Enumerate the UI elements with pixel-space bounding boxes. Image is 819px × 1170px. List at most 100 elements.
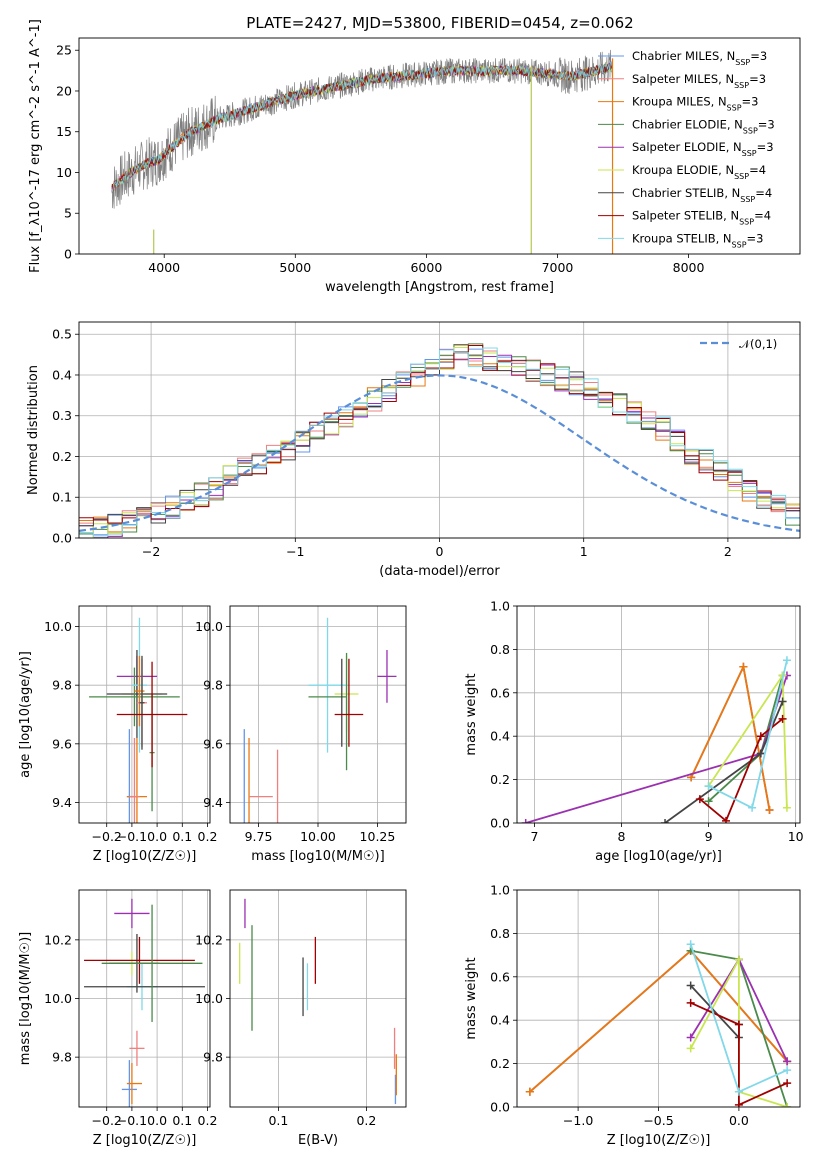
legend-label: Chabrier STELIB, NSSP=4 xyxy=(632,186,772,204)
plot-area-age-vs-mass xyxy=(243,617,397,823)
x-tick-label: 9.75 xyxy=(245,829,273,844)
histogram-series-8 xyxy=(79,347,800,537)
weight-marker xyxy=(783,1066,792,1075)
plot-area-residuals xyxy=(79,343,800,538)
errorbar-point xyxy=(89,667,180,727)
y-axis-label: age [log10(age/yr)] xyxy=(18,651,33,778)
y-tick-label: 10.2 xyxy=(195,932,223,947)
weight-marker xyxy=(782,656,791,665)
x-tick-label: −0.1 xyxy=(117,829,147,844)
y-tick-label: 0.4 xyxy=(52,367,72,382)
x-tick-label: 4000 xyxy=(148,260,180,275)
panel-age-vs-Z: −0.2−0.1 0.0 0.1 0.2 9.4 9.6 9.8 10.0 Z [log10(Z… xyxy=(18,605,218,864)
x-tick-label: −1 xyxy=(286,544,304,559)
x-tick-label: 7000 xyxy=(542,260,574,275)
axes-frame xyxy=(78,321,801,539)
x-axis-label: Z [log10(Z/Z☉)] xyxy=(607,1133,711,1148)
x-tick-label: 0.0 xyxy=(147,1113,167,1128)
errorbar-point xyxy=(106,649,168,738)
y-tick-label: 10 xyxy=(56,165,72,180)
weight-marker xyxy=(686,1044,695,1053)
weight-line-4 xyxy=(525,675,788,823)
y-tick-label: 9.8 xyxy=(52,1050,72,1065)
y-tick-label: 5 xyxy=(64,206,72,221)
panel-age-vs-mass: 9.75 10.00 10.25 9.4 9.6 9.8 10.0 mass [log10(M… xyxy=(195,605,407,864)
weight-marker xyxy=(783,1079,792,1088)
weight-marker xyxy=(686,1033,695,1042)
weight-marker xyxy=(721,816,730,823)
y-tick-label: 0.3 xyxy=(52,408,72,423)
y-tick-label: 0 xyxy=(64,247,72,262)
weight-marker xyxy=(783,1057,792,1066)
x-tick-label: 0.1 xyxy=(172,829,192,844)
y-tick-label: 0.2 xyxy=(490,772,510,787)
panel-weight-vs-age: 7 8 9 10 0.0 0.2 0.4 0.6 0.8 1.0 age [log10(age/yr… xyxy=(464,599,804,865)
weight-marker xyxy=(704,797,713,806)
weight-line-2 xyxy=(690,663,771,811)
weight-marker xyxy=(734,1100,743,1107)
y-tick-label: 9.8 xyxy=(203,1050,223,1065)
x-tick-label: −0.5 xyxy=(643,1113,673,1128)
x-tick-label: 1 xyxy=(580,544,588,559)
y-tick-label: 9.4 xyxy=(52,795,72,810)
weight-marker xyxy=(521,819,530,823)
y-tick-label: 0.6 xyxy=(490,685,510,700)
x-tick-label: 0.1 xyxy=(268,1113,288,1128)
weight-marker xyxy=(686,981,695,990)
y-axis-label: mass [log10(M/M☉)] xyxy=(18,932,33,1065)
y-axis-label: Flux [f_λ10^-17 erg cm^-2 s^-1 A^-1] xyxy=(28,19,43,273)
y-tick-label: 10.0 xyxy=(44,619,72,634)
y-tick-label: 0.6 xyxy=(490,969,510,984)
spectrum-legend: Chabrier MILES, NSSP=3 Salpeter MILES, NS… xyxy=(598,49,775,249)
x-tick-label: 9 xyxy=(705,829,713,844)
y-tick-label: 9.6 xyxy=(52,736,72,751)
plot-area-spectrum xyxy=(111,49,614,254)
legend-label: Salpeter STELIB, NSSP=4 xyxy=(632,209,771,227)
legend-label: Chabrier ELODIE, NSSP=3 xyxy=(632,117,775,135)
weight-marker xyxy=(661,819,670,823)
panel-weight-vs-Z: −1.0 −0.5 0.0 0.0 0.2 0.4 0.6 0.8 1.0 Z [log10(Z/… xyxy=(464,883,801,1148)
legend-label: Salpeter MILES, NSSP=3 xyxy=(632,72,766,90)
axes-frame xyxy=(516,605,801,824)
axes-frame xyxy=(516,889,801,1108)
weight-marker xyxy=(704,782,713,791)
legend-label: Salpeter ELODIE, NSSP=3 xyxy=(632,140,774,158)
gaussian-legend-label: 𝒩(0,1) xyxy=(739,337,777,351)
y-tick-label: 9.8 xyxy=(52,678,72,693)
y-tick-label: 0.1 xyxy=(52,490,72,505)
y-tick-label: 0.8 xyxy=(490,642,510,657)
y-axis-label: mass weight xyxy=(464,957,479,1039)
x-tick-label: 0.0 xyxy=(147,829,167,844)
panel-residuals: −2 −1 0 1 2 0.0 0.1 0.2 0.3 0.4 0.5 (data-model)/er… xyxy=(26,321,801,579)
y-tick-label: 0.4 xyxy=(490,729,510,744)
plot-area-age-vs-Z xyxy=(89,617,188,823)
x-tick-label: −1.0 xyxy=(563,1113,593,1128)
x-tick-label: 6000 xyxy=(410,260,442,275)
axes-frame xyxy=(229,889,407,1108)
model-line-3 xyxy=(111,62,613,188)
y-tick-label: 15 xyxy=(56,124,72,139)
y-tick-label: 0.2 xyxy=(490,1056,510,1071)
y-tick-label: 0.0 xyxy=(490,816,510,831)
x-tick-label: 0.1 xyxy=(172,1113,192,1128)
errorbar-point xyxy=(377,649,397,703)
x-axis-label: mass [log10(M/M☉)] xyxy=(251,849,384,864)
y-tick-label: 10.2 xyxy=(44,932,72,947)
x-tick-label: 0.2 xyxy=(198,829,218,844)
gaussian-curve xyxy=(79,374,800,532)
x-tick-label: 8 xyxy=(618,829,626,844)
weight-marker xyxy=(778,714,787,723)
x-tick-label: −0.2 xyxy=(92,1113,122,1128)
y-tick-label: 0.5 xyxy=(52,327,72,342)
axes-frame xyxy=(78,37,801,255)
errorbar-point xyxy=(139,655,145,750)
weight-marker xyxy=(783,1103,792,1107)
weight-marker xyxy=(782,803,791,812)
plot-area-mass-vs-ebv xyxy=(239,898,397,1105)
errorbar-point xyxy=(121,1060,137,1107)
axes-frame xyxy=(78,889,211,1108)
y-tick-label: 10.0 xyxy=(195,991,223,1006)
x-axis-label: (data-model)/error xyxy=(379,564,500,579)
weight-line-0 xyxy=(690,663,771,811)
weight-marker xyxy=(734,955,743,964)
